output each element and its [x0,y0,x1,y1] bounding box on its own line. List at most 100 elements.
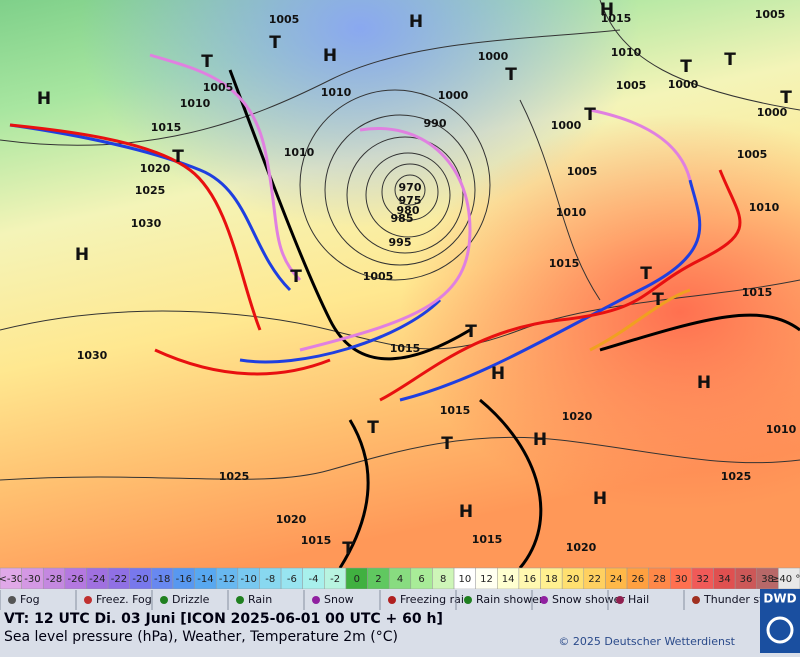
legend-label: Rain [248,593,272,606]
scale-label: -16 [176,574,192,585]
isobar-label: 1020 [140,162,171,175]
scale-label: -22 [111,574,127,585]
scale-label: 6 [418,574,424,585]
pressure-system: H [75,245,89,265]
scale-label: 34 [718,574,731,585]
scale-label: 10 [458,574,471,585]
pressure-system: H [409,12,423,32]
scale-label: 16 [523,574,536,585]
legend-icon [160,596,168,604]
scale-label: 32 [696,574,709,585]
isobar-label: 1025 [135,184,166,197]
scale-label: 2 [375,574,381,585]
isobar-label: 1010 [611,46,642,59]
pressure-system: T [505,65,517,85]
isobar-label: 990 [424,117,447,130]
isobar-label: 1030 [131,217,162,230]
pressure-system: T [290,267,302,287]
logo: DWD [763,592,796,606]
legend-label: Freezing rain [400,593,471,606]
scale-label: 38 [761,574,774,585]
scale-label: ≥40 °C [771,574,800,585]
scale-label: -20 [132,574,148,585]
scale-label: -14 [197,574,213,585]
isobar-label: 985 [391,212,414,225]
legend-label: Hail [628,593,649,606]
pressure-system: H [533,430,547,450]
legend-icon [464,596,472,604]
pressure-system: T [172,147,184,167]
scale-label: -6 [287,574,297,585]
isobar-label: 1020 [276,513,307,526]
pressure-system: T [269,33,281,53]
isobar-label: 1005 [755,8,786,21]
scale-label: -24 [89,574,105,585]
isobar-label: 1005 [269,13,300,26]
isobar-label: 1015 [440,404,471,417]
isobar-label: 1020 [566,541,597,554]
isobar-label: 1000 [478,50,509,63]
scale-label: -12 [219,574,235,585]
pressure-system: H [491,364,505,384]
isobar-label: 970 [399,181,422,194]
isobar-label: 1005 [363,270,394,283]
scale-label: 24 [610,574,623,585]
isobar-label: 1010 [321,86,352,99]
legend-label: Snow [324,593,354,606]
map-labels: 1005 1005 1010 1015 1020 1025 1030 1030 1025 1020… [37,0,797,559]
isobar-label: 1015 [390,342,421,355]
isobar-label: 1015 [301,534,332,547]
legend-label: Rain shower [476,593,544,606]
pressure-system: T [640,264,652,284]
scale-label: -10 [240,574,256,585]
isobar-label: 995 [389,236,412,249]
scale-label: 12 [480,574,493,585]
scale-label: -18 [154,574,170,585]
pressure-system: H [459,502,473,522]
isobar-label: 1030 [77,349,108,362]
temperature-scale: <-30 -30 -28 -26 -24 -22 -20 -18 -16 -14 -12 -10 -8-… [0,567,800,590]
pressure-system: T [680,57,692,77]
scale-label: -26 [68,574,84,585]
scale-label: 0 [354,574,360,585]
scale-label: 26 [631,574,644,585]
legend-icon [8,596,16,604]
isobar-label: 1025 [219,470,250,483]
legend-icon [692,596,700,604]
isobar-label: 1005 [203,81,234,94]
valid-time: VT: 12 UTC Di. 03 Juni [ICON 2025-06-01 … [4,611,443,627]
legend-icon [540,596,548,604]
isobar-label: 1020 [562,410,593,423]
pressure-system: T [367,418,379,438]
pressure-system: T [441,434,453,454]
legend-label: Snow shower [552,593,625,606]
scale-label: -30 [24,574,40,585]
pressure-system: T [652,290,664,310]
scale-label: 4 [397,574,403,585]
pressure-system: T [584,105,596,125]
isobar-label: 1015 [601,12,632,25]
legend-icon [312,596,320,604]
isobar-label: 1025 [721,470,752,483]
isobar-label: 1000 [757,106,788,119]
isobar-label: 1015 [549,257,580,270]
scale-label: <-30 [0,574,23,585]
isobar-label: 980 [397,204,420,217]
isobar-label: 1005 [737,148,768,161]
footer-bg [0,611,760,653]
legend-label: Freez. Fog [96,593,152,606]
isobar-label: 1010 [556,206,587,219]
pressure-system: T [342,539,354,559]
weather-legend: Fog Freez. Fog Drizzle Rain Snow Freezing rai… [0,589,785,611]
isobar-label: 1000 [551,119,582,132]
isobar-label: 1000 [668,78,699,91]
legend-label: Drizzle [172,593,210,606]
scale-label: -8 [265,574,275,585]
scale-label: 22 [588,574,601,585]
isobar-label: 1010 [766,423,797,436]
isobar-label: 1010 [749,201,780,214]
pressure-system: H [600,0,614,20]
scale-label: 8 [440,574,446,585]
isobar-label: 1015 [742,286,773,299]
pressure-system: H [323,46,337,66]
